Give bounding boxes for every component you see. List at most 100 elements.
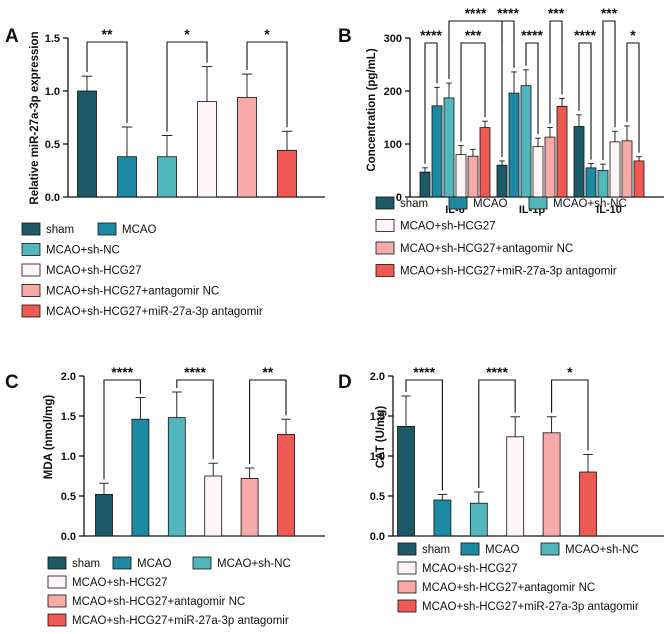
significance-bracket xyxy=(525,42,539,135)
bar xyxy=(508,92,520,198)
bar xyxy=(469,502,488,537)
significance-bracket xyxy=(549,20,563,124)
legend-label: MCAO+sh-NC xyxy=(217,558,291,570)
bar xyxy=(455,154,467,198)
legend-label: MCAO xyxy=(473,198,508,210)
legend-label: MCAO+sh-HCG27+antagomir NC xyxy=(400,243,573,255)
significance-label: **** xyxy=(574,27,596,43)
legend-swatch xyxy=(192,556,212,570)
bar xyxy=(204,475,223,537)
legend-label: MCAO+sh-NC xyxy=(553,198,627,210)
bar xyxy=(167,417,186,537)
significance-label: ** xyxy=(102,26,113,42)
significance-label: **** xyxy=(497,5,519,21)
legend-item: MCAO+sh-HCG27 xyxy=(397,561,518,575)
legend-item: MCAO+sh-NC xyxy=(21,243,120,257)
significance-bracket xyxy=(246,41,288,128)
legend-item: MCAO+sh-HCG27+miR-27a-3p antagomir xyxy=(47,613,289,627)
panel-b-y-axis-label: Concentration (pg/mL) xyxy=(366,48,378,171)
legend-swatch xyxy=(97,222,117,236)
bar xyxy=(419,171,431,198)
bar xyxy=(496,164,508,198)
y-tick-label: 0.0 xyxy=(61,531,76,543)
bar xyxy=(532,146,544,198)
bar xyxy=(431,105,443,198)
legend-item: MCAO+sh-HCG27 xyxy=(375,219,496,233)
y-tick-label: 1.5 xyxy=(61,411,76,423)
significance-bracket xyxy=(551,379,589,451)
legend-label: MCAO+sh-NC xyxy=(46,245,120,257)
legend-item: sham xyxy=(375,196,428,210)
legend-label: MCAO+sh-HCG27 xyxy=(400,221,496,233)
significance-label: **** xyxy=(184,364,206,380)
bar xyxy=(597,170,609,198)
significance-label: **** xyxy=(420,27,442,43)
significance-label: **** xyxy=(413,364,435,380)
panel-d-letter: D xyxy=(338,372,352,393)
significance-bracket xyxy=(176,379,214,460)
significance-bracket xyxy=(501,20,515,157)
legend-item: MCAO xyxy=(448,196,508,210)
significance-bracket xyxy=(86,41,128,124)
significance-label: **** xyxy=(521,27,543,43)
significance-bracket xyxy=(626,42,640,153)
bar xyxy=(621,140,633,198)
legend-swatch xyxy=(448,196,468,210)
legend-item: MCAO+sh-HCG27+miR-27a-3p antagomir xyxy=(375,264,617,278)
bar xyxy=(520,85,532,198)
legend-label: sham xyxy=(422,544,450,556)
legend-label: MCAO+sh-HCG27+miR-27a-3p antagomir xyxy=(72,615,289,627)
legend-swatch xyxy=(460,542,480,556)
legend-label: MCAO+sh-HCG27 xyxy=(422,563,518,575)
legend-swatch xyxy=(375,196,395,210)
legend-item: sham xyxy=(21,222,74,236)
bar xyxy=(433,499,452,537)
legend-label: MCAO+sh-NC xyxy=(565,544,639,556)
panel-b-letter: B xyxy=(338,26,352,47)
significance-label: **** xyxy=(465,5,487,21)
legend-item: MCAO+sh-HCG27 xyxy=(47,575,168,589)
significance-bracket xyxy=(424,42,438,164)
significance-bracket xyxy=(405,379,443,491)
legend-item: MCAO+sh-HCG27 xyxy=(21,263,142,277)
significance-label: **** xyxy=(486,364,508,380)
significance-bracket xyxy=(578,42,592,160)
legend-swatch xyxy=(21,263,41,277)
legend-swatch xyxy=(375,264,395,277)
bar xyxy=(467,155,479,198)
significance-label: *** xyxy=(548,5,565,21)
panel-d-y-axis-label: CAT (U/mg) xyxy=(375,406,387,469)
legend-label: MCAO xyxy=(137,558,172,570)
legend-label: MCAO+sh-HCG27+miR-27a-3p antagomir xyxy=(422,601,639,613)
y-tick-label: 1.5 xyxy=(45,33,60,45)
bar xyxy=(479,127,491,198)
legend-swatch xyxy=(47,594,67,608)
legend-item: MCAO xyxy=(112,556,172,570)
legend-swatch xyxy=(47,613,67,627)
legend-swatch xyxy=(375,219,395,232)
significance-bracket xyxy=(478,379,516,488)
legend-item: MCAO xyxy=(460,542,520,556)
significance-label: ** xyxy=(262,364,273,380)
bar xyxy=(117,156,137,198)
y-tick-label: 200 xyxy=(384,86,402,98)
panel-d: D CAT (U/mg) 0.00.51.01.52.0 **** **** * sh… xyxy=(338,364,664,613)
bar xyxy=(237,96,257,198)
legend-label: MCAO xyxy=(485,544,520,556)
significance-label: **** xyxy=(111,364,133,380)
y-tick-label: 1.0 xyxy=(370,451,385,463)
y-tick-label: 0.5 xyxy=(370,491,385,503)
legend-label: MCAO+sh-HCG27+antagomir NC xyxy=(46,286,219,298)
legend-label: sham xyxy=(400,198,428,210)
bar xyxy=(240,477,259,537)
legend-swatch xyxy=(397,580,417,594)
legend-label: MCAO+sh-HCG27+antagomir NC xyxy=(72,596,245,608)
significance-bracket xyxy=(460,42,486,142)
legend-label: MCAO+sh-HCG27+antagomir NC xyxy=(422,582,595,594)
y-tick-label: 1.0 xyxy=(61,451,76,463)
significance-bracket xyxy=(103,379,141,480)
bar xyxy=(609,141,621,198)
legend-swatch xyxy=(397,542,417,556)
bar xyxy=(443,97,455,198)
